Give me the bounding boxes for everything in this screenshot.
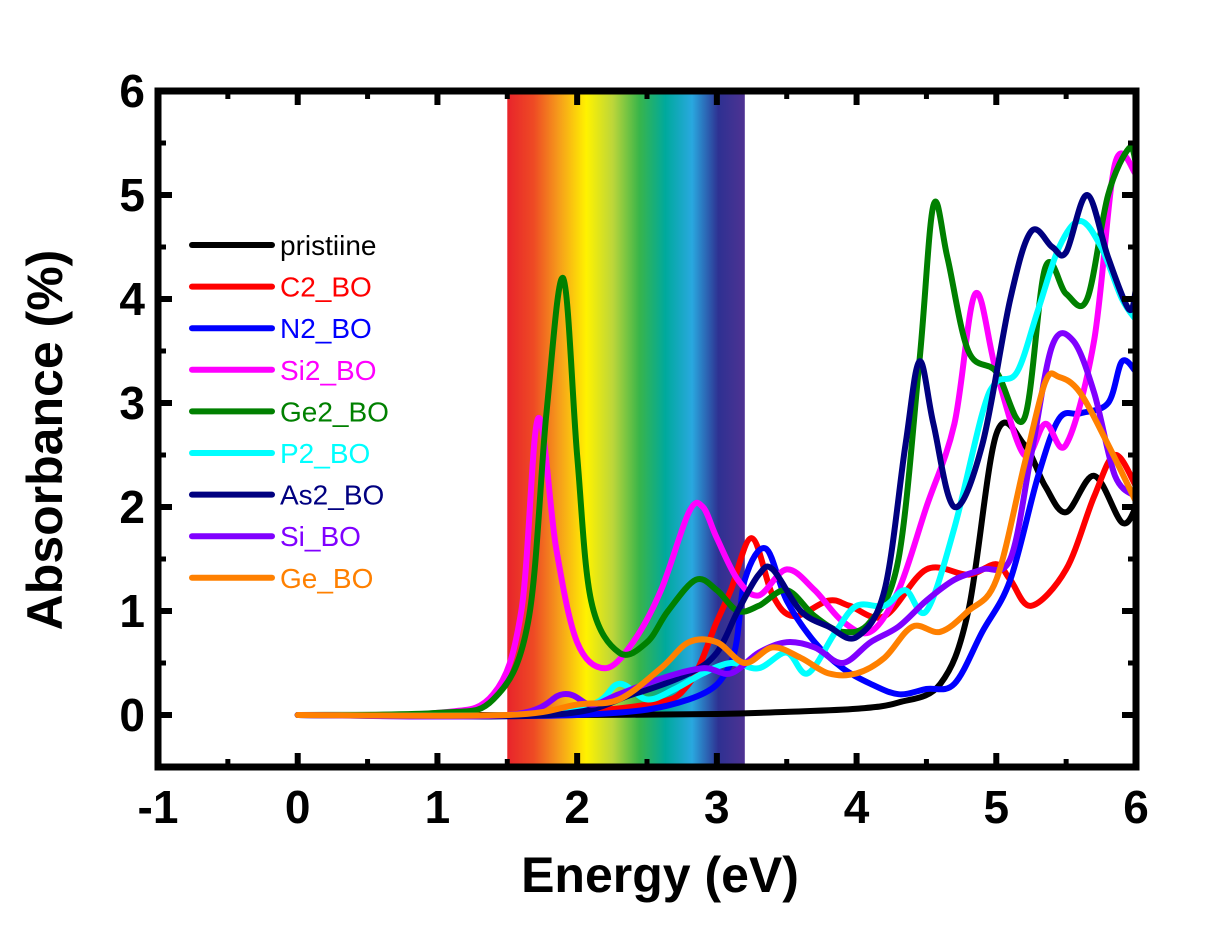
y-tick-label: 6 [119, 65, 145, 117]
series-line-ge-bo [294, 370, 1136, 719]
x-tick-label: 2 [564, 781, 590, 833]
y-tick-label: 0 [119, 689, 145, 741]
y-tick-label: 3 [119, 377, 145, 429]
y-tick-label: 4 [119, 273, 145, 325]
series-layer [294, 144, 1136, 720]
x-tick-label: 5 [983, 781, 1009, 833]
legend-label: pristiine [280, 230, 376, 261]
legend-label: Ge_BO [280, 563, 373, 594]
legend-label: Si2_BO [280, 355, 377, 386]
legend-label: P2_BO [280, 438, 370, 469]
series-line-n2-bo [294, 357, 1136, 720]
y-axis-title: Absorbance (%) [17, 250, 73, 631]
x-tick-label: -1 [138, 781, 179, 833]
series-line-ge2-bo [294, 144, 1136, 718]
series-line-c2-bo [294, 452, 1136, 719]
legend-label: N2_BO [280, 313, 372, 344]
x-tick-label: 6 [1123, 781, 1149, 833]
y-tick-label: 1 [119, 585, 145, 637]
x-tick-label: 1 [425, 781, 451, 833]
x-tick-label: 0 [285, 781, 311, 833]
y-tick-label: 5 [119, 169, 145, 221]
legend-label: Ge2_BO [280, 396, 389, 427]
legend-label: C2_BO [280, 272, 372, 303]
ticks-layer: -1 0 1 2 3 4 5 6 0 1 2 3 4 5 6 [119, 65, 1148, 833]
legend: pristiine C2_BO N2_BO Si2_BO Ge2_BO P2_BO As2_… [189, 230, 389, 594]
y-tick-label: 2 [119, 481, 145, 533]
series-line-as2-bo [294, 191, 1136, 720]
x-axis-title: Energy (eV) [521, 847, 799, 903]
x-tick-label: 4 [844, 781, 870, 833]
x-tick-label: 3 [704, 781, 730, 833]
legend-label: Si_BO [280, 521, 361, 552]
legend-label: As2_BO [280, 480, 384, 511]
